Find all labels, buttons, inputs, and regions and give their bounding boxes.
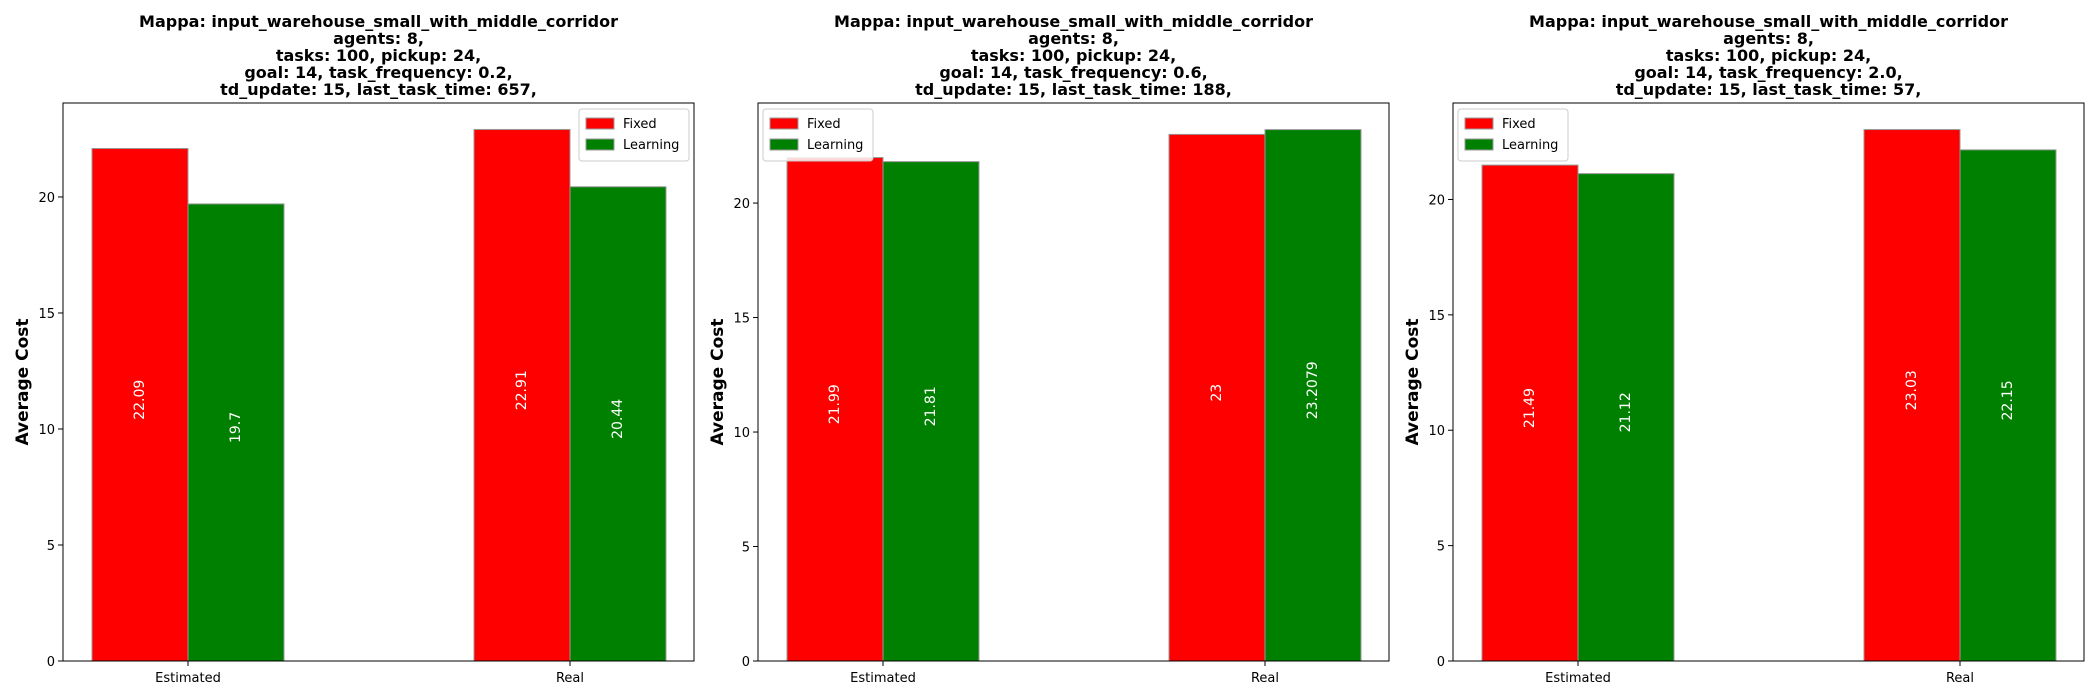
chart-title-line: agents: 8, [1028,29,1119,48]
chart-title-line: agents: 8, [1723,29,1814,48]
chart-panel-2: Mappa: input_warehouse_small_with_middle… [708,12,1390,686]
legend-swatch-fixed [585,117,615,130]
bar-value-label: 21.99 [827,384,843,424]
x-tick-label: Estimated [155,671,221,686]
legend-swatch-fixed [1464,117,1494,130]
bar-fixed-real [1863,129,1961,662]
bar-value-label: 20.44 [610,399,626,439]
chart-title-line: goal: 14, task_frequency: 0.6, [939,63,1207,82]
y-tick-label: 10 [1428,424,1445,439]
bar-learning-estimated [187,203,285,662]
x-tick-label: Real [556,671,584,686]
y-tick-label: 20 [733,197,750,212]
bar-value-label: 22.91 [514,370,530,410]
y-tick-label: 10 [38,423,55,438]
y-tick-label: 5 [742,541,750,556]
bar-fixed-real [473,128,571,662]
chart-title-line: Mappa: input_warehouse_small_with_middle… [139,12,618,31]
bar-learning-real [1264,129,1362,662]
bar-fixed-estimated [1481,164,1579,662]
y-tick-label: 15 [733,312,750,327]
chart-title-line: goal: 14, task_frequency: 0.2, [244,63,512,82]
chart-title-line: agents: 8, [333,29,424,48]
chart-title: Mappa: input_warehouse_small_with_middle… [1529,12,2008,99]
x-tick-label: Estimated [1545,671,1611,686]
legend: Fixed Learning [762,108,874,162]
legend-label: Learning [807,138,863,153]
chart-title-line: Mappa: input_warehouse_small_with_middle… [1529,12,2008,31]
legend-label: Fixed [807,117,841,132]
bar-learning-real [1959,149,2057,662]
bar-value-label: 23.03 [1904,370,1920,410]
chart-title: Mappa: input_warehouse_small_with_middle… [834,12,1313,99]
y-tick-label: 0 [742,655,750,670]
y-tick-label: 10 [733,426,750,441]
bar-value-label: 21.49 [1522,388,1538,428]
y-axis-label: Average Cost [1403,318,1423,445]
y-tick-label: 15 [38,307,55,322]
bar-learning-real [569,186,667,662]
y-tick-label: 15 [1428,309,1445,324]
y-tick-label: 20 [1428,193,1445,208]
x-tick-label: Estimated [850,671,916,686]
y-axis-label: Average Cost [708,318,728,445]
legend-label: Fixed [623,117,657,132]
chart-title-line: td_update: 15, last_task_time: 657, [220,80,537,99]
y-axis-label: Average Cost [13,318,33,445]
legend-label: Learning [623,138,679,153]
chart-title-line: tasks: 100, pickup: 24, [971,46,1176,65]
legend: Fixed Learning [578,108,690,162]
y-tick-label: 5 [47,539,55,554]
x-tick-label: Real [1251,671,1279,686]
chart-panel-3: Mappa: input_warehouse_small_with_middle… [1403,12,2085,686]
bar-value-label: 21.12 [1618,392,1634,432]
legend-swatch-learning [585,138,615,151]
legend: Fixed Learning [1457,108,1569,162]
bar-value-label: 19.7 [228,412,244,443]
legend-swatch-learning [769,138,799,151]
y-tick-label: 5 [1437,540,1445,555]
chart-title-line: goal: 14, task_frequency: 2.0, [1634,63,1902,82]
chart-title-line: td_update: 15, last_task_time: 57, [1616,80,1922,99]
bar-value-label: 23.2079 [1305,361,1321,419]
chart-title-line: Mappa: input_warehouse_small_with_middle… [834,12,1313,31]
bar-value-label: 22.15 [2000,380,2016,420]
y-tick-label: 20 [38,191,55,206]
bar-value-label: 23 [1209,384,1225,402]
plot-frame [757,102,1390,662]
y-tick-label: 0 [1437,655,1445,670]
chart-title-line: tasks: 100, pickup: 24, [1666,46,1871,65]
legend-label: Fixed [1502,117,1536,132]
bar-fixed-estimated [91,147,189,662]
bar-learning-estimated [882,161,980,662]
x-tick-label: Real [1946,671,1974,686]
legend-swatch-learning [1464,138,1494,151]
plot-frame [62,102,695,662]
chart-panel-1: Mappa: input_warehouse_small_with_middle… [13,12,695,686]
chart-title-line: tasks: 100, pickup: 24, [276,46,481,65]
chart-title: Mappa: input_warehouse_small_with_middle… [139,12,618,99]
legend-swatch-fixed [769,117,799,130]
chart-title-line: td_update: 15, last_task_time: 188, [915,80,1232,99]
plot-frame [1452,102,2085,662]
bar-value-label: 21.81 [923,386,939,426]
legend-label: Learning [1502,138,1558,153]
bar-value-label: 22.09 [132,380,148,420]
y-tick-label: 0 [47,655,55,670]
bar-learning-estimated [1577,173,1675,662]
